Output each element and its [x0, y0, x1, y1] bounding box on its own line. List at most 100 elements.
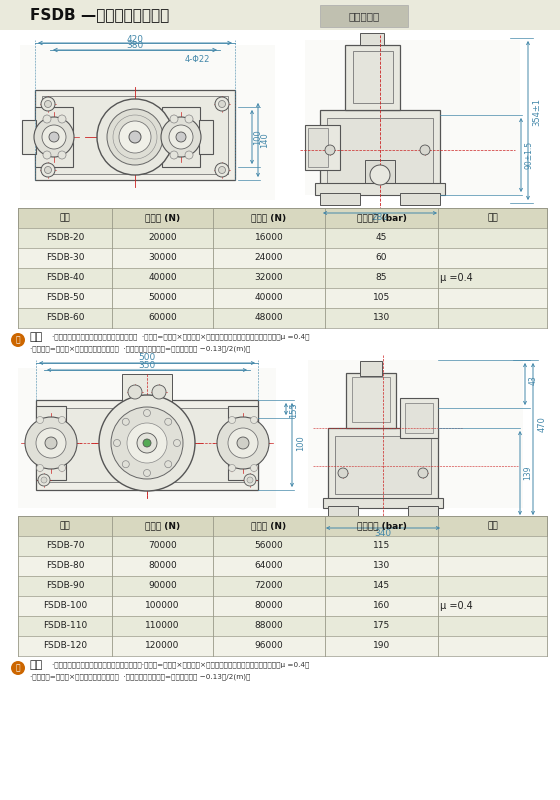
Circle shape	[45, 437, 57, 449]
Circle shape	[44, 101, 52, 107]
Circle shape	[237, 437, 249, 449]
Bar	[18, 308, 547, 328]
Text: 139: 139	[524, 466, 533, 480]
Circle shape	[58, 115, 66, 123]
Text: 110000: 110000	[145, 622, 180, 630]
Text: 开闸压力 (bar): 开闸压力 (bar)	[357, 522, 407, 530]
Circle shape	[170, 151, 178, 159]
Text: 160: 160	[373, 602, 390, 610]
Circle shape	[215, 97, 229, 111]
Circle shape	[169, 125, 193, 149]
Text: FSDB-60: FSDB-60	[46, 314, 84, 322]
Circle shape	[122, 461, 129, 468]
Text: 175: 175	[373, 622, 390, 630]
Circle shape	[38, 474, 50, 486]
Bar	[162, 107, 200, 167]
Bar	[18, 368, 276, 508]
Circle shape	[143, 470, 151, 477]
Text: FSDB-80: FSDB-80	[46, 562, 84, 570]
Circle shape	[41, 163, 55, 177]
Circle shape	[370, 165, 390, 185]
Text: 155: 155	[290, 402, 298, 418]
Text: FSDB-100: FSDB-100	[43, 602, 87, 610]
Circle shape	[228, 417, 236, 423]
Text: 60: 60	[376, 254, 388, 262]
Text: 190: 190	[373, 642, 390, 650]
Text: 72000: 72000	[255, 582, 283, 590]
Text: 90000: 90000	[148, 582, 177, 590]
Text: 145: 145	[373, 582, 390, 590]
Circle shape	[11, 333, 25, 347]
Text: 96000: 96000	[255, 642, 283, 650]
Bar	[323, 498, 443, 508]
Circle shape	[41, 97, 55, 111]
Text: μ =0.4: μ =0.4	[440, 601, 473, 611]
Circle shape	[244, 474, 256, 486]
Bar	[346, 373, 396, 428]
Circle shape	[43, 115, 51, 123]
Circle shape	[58, 465, 66, 471]
Text: 500: 500	[138, 354, 156, 362]
Circle shape	[97, 99, 173, 175]
Text: FSDB-110: FSDB-110	[43, 622, 87, 630]
Text: 30000: 30000	[148, 254, 177, 262]
Bar	[20, 45, 275, 200]
Circle shape	[218, 101, 226, 107]
Text: ·卡钓力为制动卡钓作用于制动盘上的正压力。·制动力=卡钓力×摩擦系数×摩擦剖数。（制动力计算时，摩擦系数μ =0.4）: ·卡钓力为制动卡钓作用于制动盘上的正压力。·制动力=卡钓力×摩擦系数×摩擦剖数。…	[52, 662, 309, 668]
Text: 100: 100	[254, 129, 263, 145]
Bar	[18, 228, 547, 248]
Bar	[18, 516, 547, 536]
Bar	[360, 361, 382, 376]
Text: 380: 380	[127, 42, 143, 50]
Text: 型号: 型号	[59, 522, 71, 530]
Bar	[18, 248, 547, 268]
Circle shape	[34, 117, 74, 157]
Text: 备注: 备注	[487, 214, 498, 222]
Text: 备注: 备注	[487, 522, 498, 530]
Circle shape	[325, 145, 335, 155]
Bar	[345, 45, 400, 110]
Circle shape	[58, 417, 66, 423]
Text: 开闸压力 (bar): 开闸压力 (bar)	[357, 214, 407, 222]
Circle shape	[185, 115, 193, 123]
Text: FSDB-90: FSDB-90	[46, 582, 84, 590]
Text: ·制动力矩=制动力×制动盘有效摩擦半径。  ·制动盘有效摩擦半径=（制动盘直径 −0.13）/2(m)。: ·制动力矩=制动力×制动盘有效摩擦半径。 ·制动盘有效摩擦半径=（制动盘直径 −…	[30, 674, 250, 680]
Text: 56000: 56000	[255, 542, 283, 550]
Text: 105: 105	[373, 294, 390, 302]
Text: 80000: 80000	[148, 562, 177, 570]
Text: 型号: 型号	[59, 214, 71, 222]
Circle shape	[228, 465, 236, 471]
Bar	[308, 128, 328, 167]
Text: 140: 140	[260, 132, 269, 148]
Circle shape	[25, 417, 77, 469]
Bar	[353, 51, 393, 103]
Bar	[405, 403, 433, 433]
Bar	[18, 288, 547, 308]
Text: 120000: 120000	[145, 642, 180, 650]
Circle shape	[170, 115, 178, 123]
Circle shape	[42, 125, 66, 149]
Text: FSDB-20: FSDB-20	[46, 234, 84, 242]
Text: 60000: 60000	[148, 314, 177, 322]
Bar	[360, 33, 384, 45]
Circle shape	[420, 145, 430, 155]
Circle shape	[247, 477, 253, 483]
Circle shape	[176, 132, 186, 142]
Text: FSDB-70: FSDB-70	[46, 542, 84, 550]
Bar	[320, 110, 440, 190]
Bar	[18, 268, 547, 288]
Text: 354±1: 354±1	[533, 98, 542, 126]
Text: 48000: 48000	[255, 314, 283, 322]
Text: 45: 45	[376, 234, 387, 242]
Bar	[36, 406, 66, 480]
Bar	[35, 90, 235, 180]
Text: 85: 85	[376, 274, 388, 282]
Circle shape	[49, 132, 59, 142]
Bar	[199, 120, 213, 154]
Text: FSDB-50: FSDB-50	[46, 294, 84, 302]
Text: 50000: 50000	[148, 294, 177, 302]
Text: 4-Φ22: 4-Φ22	[185, 55, 211, 65]
Circle shape	[418, 468, 428, 478]
Text: ·制动力矩=制动力×制动盘有效摩擦半径。  ·制动盘有效摩擦半径=（制动盘直径 −0.13）/2(m)。: ·制动力矩=制动力×制动盘有效摩擦半径。 ·制动盘有效摩擦半径=（制动盘直径 −…	[30, 346, 250, 352]
Bar	[328, 428, 438, 500]
